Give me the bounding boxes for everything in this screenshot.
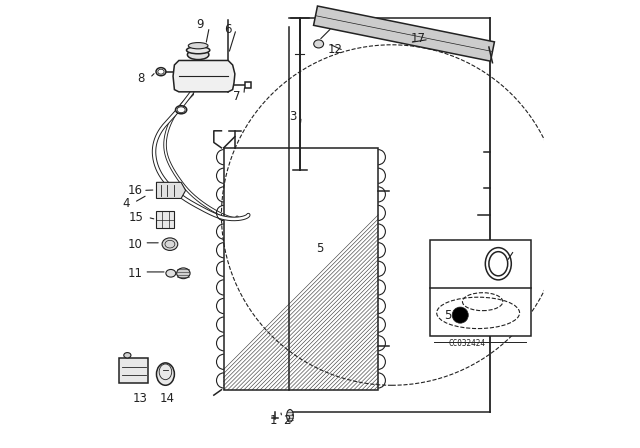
Ellipse shape [156,363,174,385]
Ellipse shape [186,47,210,54]
Text: 7: 7 [234,90,241,103]
Bar [244,82,251,88]
Text: 2: 2 [284,414,291,427]
Ellipse shape [124,353,131,358]
Text: 17: 17 [411,31,426,45]
Text: 9: 9 [196,18,204,31]
Bar [430,240,531,336]
Ellipse shape [314,40,324,48]
Ellipse shape [485,248,511,280]
Text: 8: 8 [137,72,145,85]
Text: 12: 12 [327,43,342,56]
Polygon shape [173,60,235,92]
Ellipse shape [188,50,209,60]
Polygon shape [157,182,186,198]
Ellipse shape [177,268,190,279]
Ellipse shape [188,43,208,49]
Polygon shape [314,6,495,61]
Ellipse shape [175,106,187,114]
Ellipse shape [166,270,176,277]
Text: 13: 13 [132,392,147,405]
Text: 11: 11 [128,267,143,280]
Text: 5: 5 [444,309,451,323]
Bar [157,211,175,228]
Text: 3: 3 [289,110,297,123]
Ellipse shape [156,68,166,76]
Text: 10: 10 [128,237,143,251]
Ellipse shape [489,252,508,276]
Bar [224,148,378,390]
Text: 1: 1 [269,414,277,427]
Text: 5: 5 [316,242,324,255]
Bar [119,358,148,383]
Circle shape [452,307,468,323]
Text: 15: 15 [129,211,144,224]
Text: CC032424: CC032424 [449,339,486,348]
Text: 4: 4 [123,197,130,211]
Ellipse shape [287,409,293,422]
Text: 16: 16 [128,184,143,197]
Text: 6: 6 [225,22,232,36]
Ellipse shape [162,238,178,250]
Text: 14: 14 [159,392,174,405]
